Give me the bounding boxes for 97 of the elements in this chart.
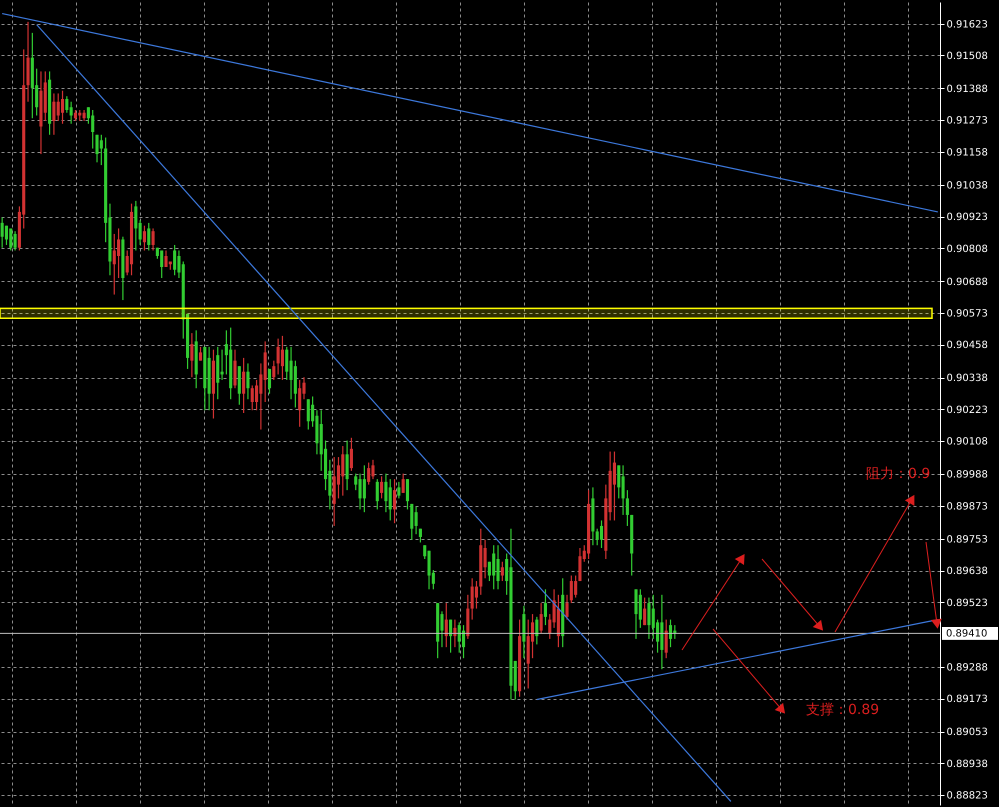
candlestick <box>341 445 344 496</box>
y-tick-label: 0.88823 <box>946 790 988 802</box>
candlestick <box>668 619 672 648</box>
candlestick <box>380 476 384 499</box>
candlestick <box>449 619 452 654</box>
candlestick <box>134 200 138 252</box>
y-tick-label: 0.89638 <box>946 566 988 578</box>
y-tick-label: 0.89173 <box>946 694 988 706</box>
candlestick <box>570 574 573 604</box>
candlestick <box>474 580 478 610</box>
y-tick-label: 0.90108 <box>946 436 988 448</box>
y-tick-label: 0.91158 <box>946 147 988 158</box>
candlestick <box>458 622 461 654</box>
y-tick-label: 0.91038 <box>946 180 988 192</box>
candlestick <box>160 250 164 279</box>
candlestick <box>544 588 548 626</box>
candlestick <box>406 478 410 510</box>
y-tick-label: 0.89523 <box>946 598 988 609</box>
y-tick-label: 0.88938 <box>946 758 988 770</box>
y-tick-label: 0.90923 <box>946 212 988 224</box>
candlestick <box>298 379 302 428</box>
y-tick-label: 0.90688 <box>946 276 988 288</box>
candlestick <box>173 244 176 276</box>
candlestick <box>142 225 146 252</box>
y-tick-label: 0.91623 <box>946 19 988 30</box>
y-tick-label: 0.90808 <box>946 244 988 255</box>
candlestick <box>388 478 392 522</box>
candlestick <box>4 225 8 246</box>
candlestick <box>535 616 538 645</box>
candlestick <box>392 478 396 524</box>
candlestick <box>91 109 94 150</box>
candlestick <box>470 578 474 620</box>
candlestick <box>376 478 379 510</box>
candlestick <box>100 134 103 166</box>
candlestick <box>250 384 254 411</box>
candlestick <box>0 216 4 248</box>
candlestick <box>418 528 422 544</box>
candlestick <box>74 109 78 122</box>
candlestick <box>272 360 276 381</box>
y-tick-label: 0.90223 <box>946 404 988 416</box>
annotation: 阻力：0.9 <box>866 466 930 482</box>
candlestick <box>574 574 578 598</box>
candlestick <box>540 602 543 634</box>
candlestick <box>565 594 569 620</box>
candlestick <box>147 222 150 252</box>
candlestick <box>95 134 99 163</box>
candlestick <box>596 528 599 546</box>
candlestick <box>152 228 155 252</box>
candlestick <box>600 520 604 549</box>
y-tick-label: 0.90338 <box>946 373 988 384</box>
candlestick <box>444 602 448 648</box>
y-tick-label: 0.89753 <box>946 534 988 546</box>
y-tick-label: 0.89873 <box>946 501 988 512</box>
candlestick <box>60 90 64 124</box>
candlestick <box>246 362 250 400</box>
candlestick <box>367 462 370 486</box>
annotation: 支撑：0.89 <box>806 702 880 718</box>
candlestick <box>612 450 616 522</box>
y-tick-label: 0.91273 <box>946 116 988 127</box>
candlestick <box>285 346 288 381</box>
candlestick <box>643 596 646 626</box>
ref-line-label: 0.89410 <box>946 628 988 640</box>
candlestick <box>664 619 668 659</box>
candlestick <box>9 228 12 252</box>
candlestick <box>500 561 504 582</box>
y-tick-label: 0.89053 <box>946 727 988 738</box>
candlestick <box>112 233 116 296</box>
candlestick <box>56 92 60 122</box>
candlestick <box>190 332 194 378</box>
y-tick-label: 0.90573 <box>946 308 988 320</box>
candlestick <box>397 481 400 499</box>
candlestick <box>626 490 629 527</box>
candlestick <box>617 464 620 499</box>
candlestick <box>78 109 82 122</box>
y-tick-label: 0.89288 <box>946 662 988 674</box>
candlestick <box>268 368 272 394</box>
candlestick <box>164 250 168 268</box>
candlestick <box>280 335 284 381</box>
candlestick <box>371 459 375 480</box>
y-tick-label: 0.90458 <box>946 340 988 352</box>
candlestick <box>496 544 500 590</box>
y-tick-label: 0.91508 <box>946 50 988 62</box>
candlestick <box>242 357 246 414</box>
candlestick <box>350 437 353 472</box>
y-tick-label: 0.91388 <box>946 84 988 95</box>
candlestick <box>402 473 405 494</box>
candlestick <box>70 101 73 124</box>
candlestick <box>358 473 362 510</box>
candlestick <box>198 346 202 362</box>
candlestick <box>65 96 68 114</box>
candlestick <box>362 464 366 513</box>
candlestick <box>276 338 280 376</box>
y-tick-label: 0.89988 <box>946 470 988 481</box>
candlestick <box>306 398 310 430</box>
candlestick <box>652 594 655 640</box>
candlestick <box>462 624 466 659</box>
candlestick <box>492 544 496 590</box>
